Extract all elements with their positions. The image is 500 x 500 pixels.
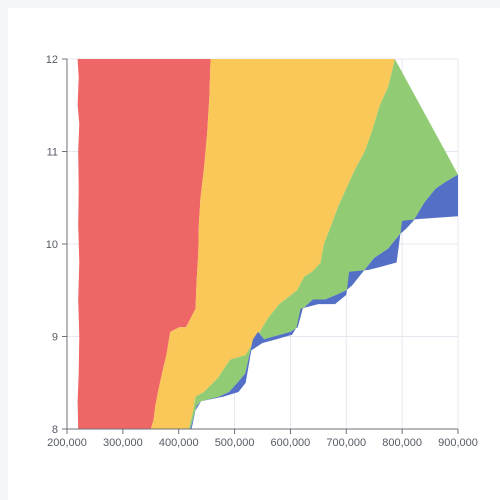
y-tick-label: 8 [52, 424, 58, 436]
y-tick-label: 9 [52, 332, 58, 344]
axes [62, 58, 459, 434]
x-tick-label: 800,000 [382, 437, 422, 449]
x-tick-label: 600,000 [271, 437, 311, 449]
x-tick-label: 400,000 [159, 437, 199, 449]
x-tick-label: 300,000 [103, 437, 143, 449]
x-tick-label: 900,000 [438, 437, 478, 449]
x-tick-label: 200,000 [47, 437, 87, 449]
yellow-area [150, 59, 395, 429]
x-tick-label: 700,000 [326, 437, 366, 449]
red-area [77, 59, 211, 429]
tick-labels: 200,000 300,000 400,000 500,000 600,000 700,0… [46, 54, 478, 449]
chart-areas [77, 59, 459, 429]
y-tick-label: 10 [46, 239, 58, 251]
y-tick-label: 12 [46, 54, 58, 66]
y-tick-label: 11 [47, 147, 58, 159]
area-chart: 200,000 300,000 400,000 500,000 600,000 700,0… [46, 54, 478, 449]
blue-area [190, 174, 458, 429]
x-tick-label: 500,000 [215, 437, 255, 449]
chart-panel: 200,000 300,000 400,000 500,000 600,000 700,0… [8, 8, 500, 500]
